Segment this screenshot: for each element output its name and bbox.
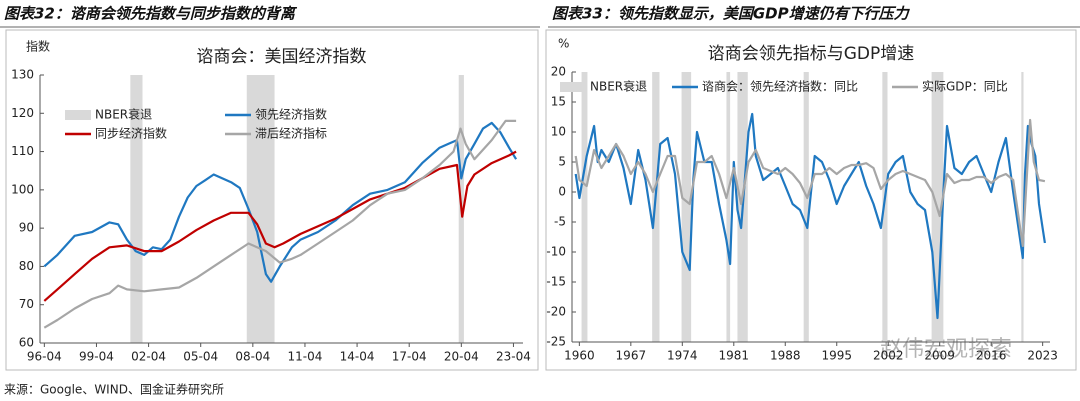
chart-title: 谘商会领先指标与GDP增速: [708, 44, 915, 64]
y-tick-label: 100: [11, 182, 34, 196]
y-tick-label: 120: [11, 106, 34, 120]
x-tick-label: 1967: [616, 349, 647, 363]
x-tick-label: 99-04: [79, 350, 114, 364]
legend-swatch: [560, 82, 586, 92]
legend-label: 滞后经济指标: [255, 126, 327, 141]
x-tick-label: 23-04: [496, 350, 531, 364]
x-tick-label: 08-04: [235, 350, 270, 364]
series-line: [43, 150, 517, 302]
y-tick-label: 90: [19, 221, 34, 235]
recession-band: [581, 72, 588, 342]
x-tick-label: 1960: [564, 349, 595, 363]
chart-title: 谘商会：美国经济指数: [197, 47, 367, 67]
y-tick-label: 70: [19, 297, 34, 311]
legend-label: 同步经济指数: [95, 126, 167, 141]
recession-band: [1021, 72, 1024, 342]
recession-band: [246, 75, 275, 343]
x-tick-label: 11-04: [288, 350, 323, 364]
series-line: [574, 112, 1046, 320]
y-tick-label: -25: [546, 335, 566, 349]
recession-band: [803, 72, 809, 342]
x-tick-label: 96-04: [27, 350, 62, 364]
x-tick-label: 17-04: [392, 350, 427, 364]
legend-label: NBER衰退: [95, 107, 152, 122]
y-tick-label: 0: [558, 185, 566, 199]
x-tick-label: 2009: [924, 349, 955, 363]
y-tick-label: 60: [19, 336, 34, 350]
recession-band: [726, 72, 731, 342]
x-tick-label: 2023: [1027, 349, 1058, 363]
x-tick-label: 02-04: [131, 350, 166, 364]
y-tick-label: 5: [558, 155, 566, 169]
source: 来源：Google、WIND、国金证券研究所: [4, 382, 224, 397]
legend-label: 谘商会：领先经济指数：同比: [702, 79, 858, 94]
y-axis-label: 指数: [26, 39, 50, 54]
recession-band: [681, 72, 692, 342]
watermark: 赵伟宏观探索: [880, 337, 1012, 362]
y-tick-label: 130: [11, 68, 34, 82]
x-tick-label: 1988: [770, 349, 801, 363]
x-tick-label: 1981: [719, 349, 750, 363]
legend-label: NBER衰退: [590, 79, 647, 94]
y-axis-label: %: [558, 37, 569, 51]
recession-band: [882, 72, 888, 342]
legend-label: 领先经济指数: [255, 107, 327, 122]
y-tick-label: 80: [19, 259, 34, 273]
recession-band: [130, 75, 143, 343]
legend-swatch: [65, 110, 91, 120]
caption: 图表33：领先指数显示，美国GDP增速仍有下行压力: [552, 5, 911, 23]
y-tick-label: 15: [551, 95, 566, 109]
y-tick-label: 110: [11, 144, 34, 158]
series-line: [43, 119, 517, 329]
x-tick-label: 1995: [821, 349, 852, 363]
legend-label: 实际GDP：同比: [922, 79, 1008, 94]
recession-band: [652, 72, 660, 342]
y-tick-label: -15: [546, 275, 566, 289]
series-line: [574, 118, 1046, 248]
x-tick-label: 14-04: [340, 350, 375, 364]
chart-frame: [545, 29, 1077, 371]
x-tick-label: 2002: [873, 349, 904, 363]
chart-frame: [5, 29, 539, 371]
caption: 图表32：谘商会领先指数与同步指数的背离: [4, 5, 298, 23]
y-tick-label: 10: [551, 125, 566, 139]
series-line: [43, 121, 518, 283]
x-tick-label: 1974: [667, 349, 698, 363]
y-tick-label: -5: [554, 215, 566, 229]
x-tick-label: 2016: [976, 349, 1007, 363]
y-tick-label: 20: [551, 65, 566, 79]
y-tick-label: -10: [546, 245, 566, 259]
x-tick-label: 05-04: [183, 350, 218, 364]
y-tick-label: -20: [546, 305, 566, 319]
x-tick-label: 20-04: [444, 350, 479, 364]
